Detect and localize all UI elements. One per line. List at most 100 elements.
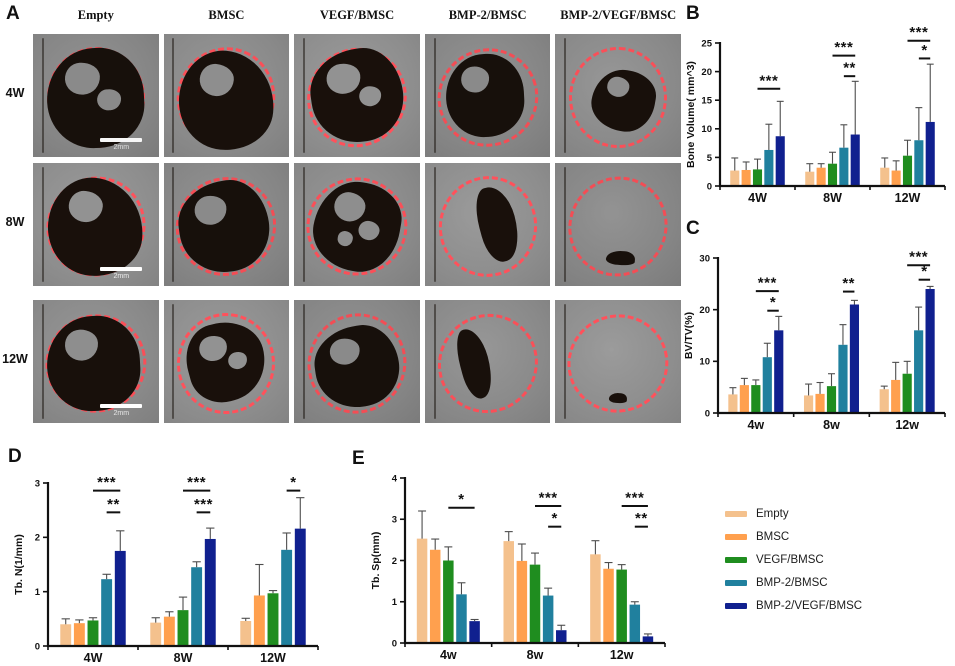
bar-Empty-8w (503, 541, 514, 643)
legend-label: BMSC (756, 531, 790, 543)
bar-BMP-2/VEGF/BMSC-8w (849, 304, 860, 413)
legend-item-BMSC: BMSC (725, 531, 862, 543)
y-tick-label: 30 (699, 253, 710, 264)
bar-VEGF/BMSC-4w (751, 385, 761, 413)
x-category-label: 4w (440, 648, 457, 662)
scale-bar-label: 2mm (113, 409, 130, 417)
bar-BMP-2/BMSC-4w (762, 357, 772, 413)
new-bone-island (356, 219, 381, 243)
microct-image-4W-VEGF-BMSC (294, 34, 420, 157)
significance-stars: * (921, 42, 927, 59)
bar-VEGF/BMSC-8w (826, 386, 837, 413)
bar-VEGF/BMSC-12w (902, 373, 912, 413)
legend-swatch (725, 534, 747, 540)
microct-image-4W-BMP-2-VEGF-BMSC (555, 34, 681, 157)
microct-image-8W-BMP-2-VEGF-BMSC (555, 163, 681, 286)
bar-VEGF/BMSC-8w (529, 564, 541, 643)
bar-BMSC-4w (739, 385, 749, 413)
significance-stars: *** (194, 496, 213, 513)
y-tick-label: 2 (392, 556, 397, 567)
y-tick-label: 10 (701, 124, 712, 135)
legend-swatch (725, 557, 747, 563)
bar-VEGF/BMSC-4W (87, 620, 99, 646)
bar-BMSC-8w (516, 560, 528, 643)
bar-BMP-2/BMSC-8w (838, 344, 848, 413)
legend-label: BMP-2/BMSC (756, 577, 828, 589)
scale-bar (100, 404, 143, 409)
y-tick-label: 0 (35, 641, 40, 652)
y-tick-label: 15 (701, 96, 712, 107)
x-category-label: 12W (895, 191, 921, 205)
new-bone-island (357, 84, 383, 108)
column-header: Empty (77, 8, 114, 22)
bone-edge-streak (302, 37, 305, 154)
significance-stars: *** (187, 474, 206, 491)
bone-edge-streak (564, 166, 567, 283)
x-category-label: 8w (823, 418, 840, 432)
bar-Empty-8W (805, 171, 815, 186)
x-category-label: 4W (84, 651, 103, 665)
bar-Empty-4w (728, 394, 738, 413)
bar-BMP-2/BMSC-8W (191, 567, 203, 646)
scale-bar (100, 267, 143, 272)
scale-bar-label: 2mm (113, 272, 130, 280)
bar-BMP-2/VEGF/BMSC-12W (925, 121, 935, 186)
x-category-label: 12w (895, 418, 919, 432)
bar-VEGF/BMSC-12W (902, 155, 913, 186)
bone-edge-streak (172, 166, 175, 283)
bar-BMSC-12w (891, 379, 901, 413)
bar-Empty-12w (879, 389, 889, 413)
y-tick-label: 25 (701, 38, 712, 49)
y-tick-label: 1 (35, 587, 41, 598)
bar-BMP-2/BMSC-12w (629, 604, 641, 643)
legend-swatch (725, 580, 747, 586)
bar-BMSC-8W (163, 616, 175, 646)
microct-image-12W-BMP-2-BMSC (424, 300, 551, 423)
bar-BMSC-4W (741, 169, 751, 186)
legend-label: BMP-2/VEGF/BMSC (756, 600, 863, 612)
y-axis-label: Tb. Sp(mm) (370, 532, 382, 590)
bone-defect-region (609, 392, 628, 404)
bar-BMP-2/BMSC-8w (542, 595, 554, 643)
y-tick-label: 1 (392, 597, 398, 608)
bar-BMP-2/BMSC-12w (914, 330, 924, 413)
bar-BMSC-12w (603, 568, 614, 643)
y-axis-label: Bone Volume( mm^3) (685, 61, 697, 168)
x-category-label: 12w (610, 648, 634, 662)
x-category-label: 4w (747, 418, 764, 432)
y-tick-label: 3 (392, 515, 397, 526)
significance-stars: *** (909, 249, 928, 266)
bar-Empty-12W (240, 621, 252, 646)
bone-edge-streak (41, 303, 44, 420)
bar-VEGF/BMSC-4W (752, 169, 763, 186)
new-bone-island (460, 65, 490, 94)
new-bone-island (64, 61, 102, 96)
significance-stars: *** (97, 474, 116, 491)
bar-BMP-2/BMSC-12W (281, 549, 293, 646)
microct-image-8W-Empty: 2mm (33, 163, 159, 286)
bar-BMP-2/VEGF/BMSC-4w (469, 621, 480, 643)
bone-edge-streak (433, 166, 436, 283)
row-label: 4W (5, 85, 25, 100)
bar-BMSC-8W (816, 167, 826, 186)
y-tick-label: 10 (699, 357, 710, 368)
bar-BMP-2/VEGF/BMSC-12W (294, 528, 306, 646)
new-bone-island (67, 188, 105, 224)
panel-label-d: D (8, 446, 22, 467)
bar-BMSC-4w (429, 549, 441, 643)
y-tick-label: 5 (707, 153, 713, 164)
row-label: 8W (5, 214, 25, 229)
new-bone-island (97, 88, 122, 111)
x-category-label: 4W (748, 191, 767, 205)
bar-Empty-4W (60, 624, 72, 646)
bar-Empty-8W (150, 622, 162, 646)
bar-BMSC-12W (253, 595, 265, 646)
bone-edge-streak (41, 166, 44, 283)
significance-stars: ** (842, 275, 855, 292)
y-tick-label: 3 (35, 478, 40, 489)
column-header: BMSC (208, 8, 245, 22)
significance-stars: *** (539, 490, 558, 507)
